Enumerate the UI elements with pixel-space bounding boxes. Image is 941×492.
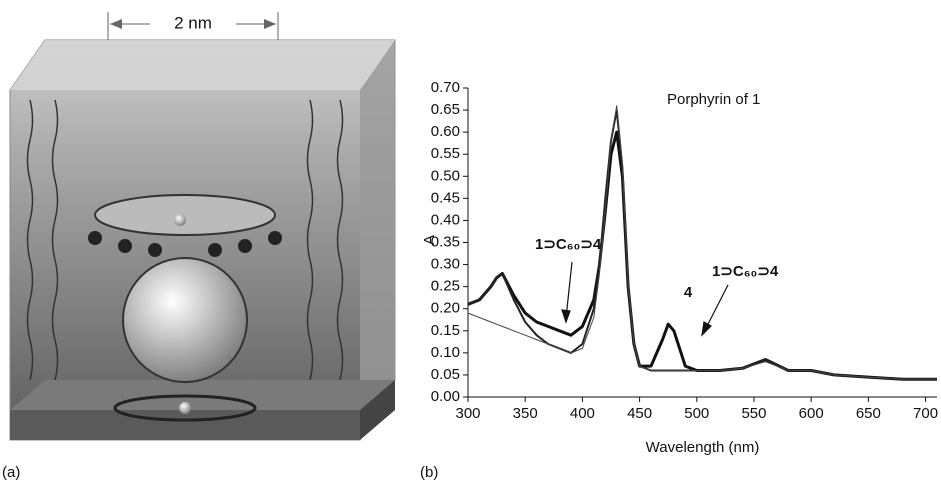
- scale-label: 2 nm: [174, 13, 212, 32]
- x-axis-label: Wavelength (nm): [646, 439, 760, 456]
- y-tick-label: 0.25: [431, 278, 460, 295]
- annotation: 4: [684, 284, 693, 301]
- y-tick-label: 0.15: [431, 322, 460, 339]
- y-tick-label: 0.05: [431, 366, 460, 383]
- x-tick-label: 350: [513, 405, 538, 422]
- panel-label: (a): [2, 464, 20, 481]
- annotation: 1⊃C₆₀⊃4: [535, 236, 602, 253]
- y-tick-label: 0.35: [431, 233, 460, 250]
- y-tick-label: 0.20: [431, 300, 460, 317]
- spectrum-line: [467, 105, 937, 380]
- x-tick-label: 450: [627, 405, 652, 422]
- y-tick-label: 0.55: [431, 145, 460, 162]
- x-tick-label: 650: [856, 405, 881, 422]
- y-tick-label: 0.50: [431, 167, 460, 184]
- chart: 0.00 0.05 0.10 0.15 0.20 0.25 0.30 0.35 0.40 0.45…: [421, 79, 938, 456]
- x-tick-label: 500: [684, 405, 709, 422]
- y-axis-label: A: [421, 235, 438, 245]
- spectrum-line: [467, 130, 937, 381]
- x-tick-label: 700: [913, 405, 938, 422]
- molecular-diagram: [9, 12, 396, 441]
- y-tick-label: 0.30: [431, 256, 460, 273]
- panel-label: (b): [420, 464, 438, 481]
- y-tick-label: 0.40: [431, 211, 460, 228]
- y-tick-label: 0.00: [431, 388, 460, 405]
- y-tick-label: 0.60: [431, 123, 460, 140]
- x-tick-label: 600: [799, 405, 824, 422]
- y-tick-label: 0.10: [431, 344, 460, 361]
- y-tick-label: 0.65: [431, 101, 460, 118]
- y-tick-label: 0.45: [431, 189, 460, 206]
- annotation-arrows: [561, 261, 729, 337]
- x-tick-label: 400: [570, 405, 595, 422]
- annotation: Porphyrin of 1: [667, 91, 760, 108]
- y-tick-label: 0.70: [431, 79, 460, 96]
- annotation: 1⊃C₆₀⊃4: [712, 263, 779, 280]
- x-tick-label: 300: [455, 405, 480, 422]
- x-tick-label: 550: [741, 405, 766, 422]
